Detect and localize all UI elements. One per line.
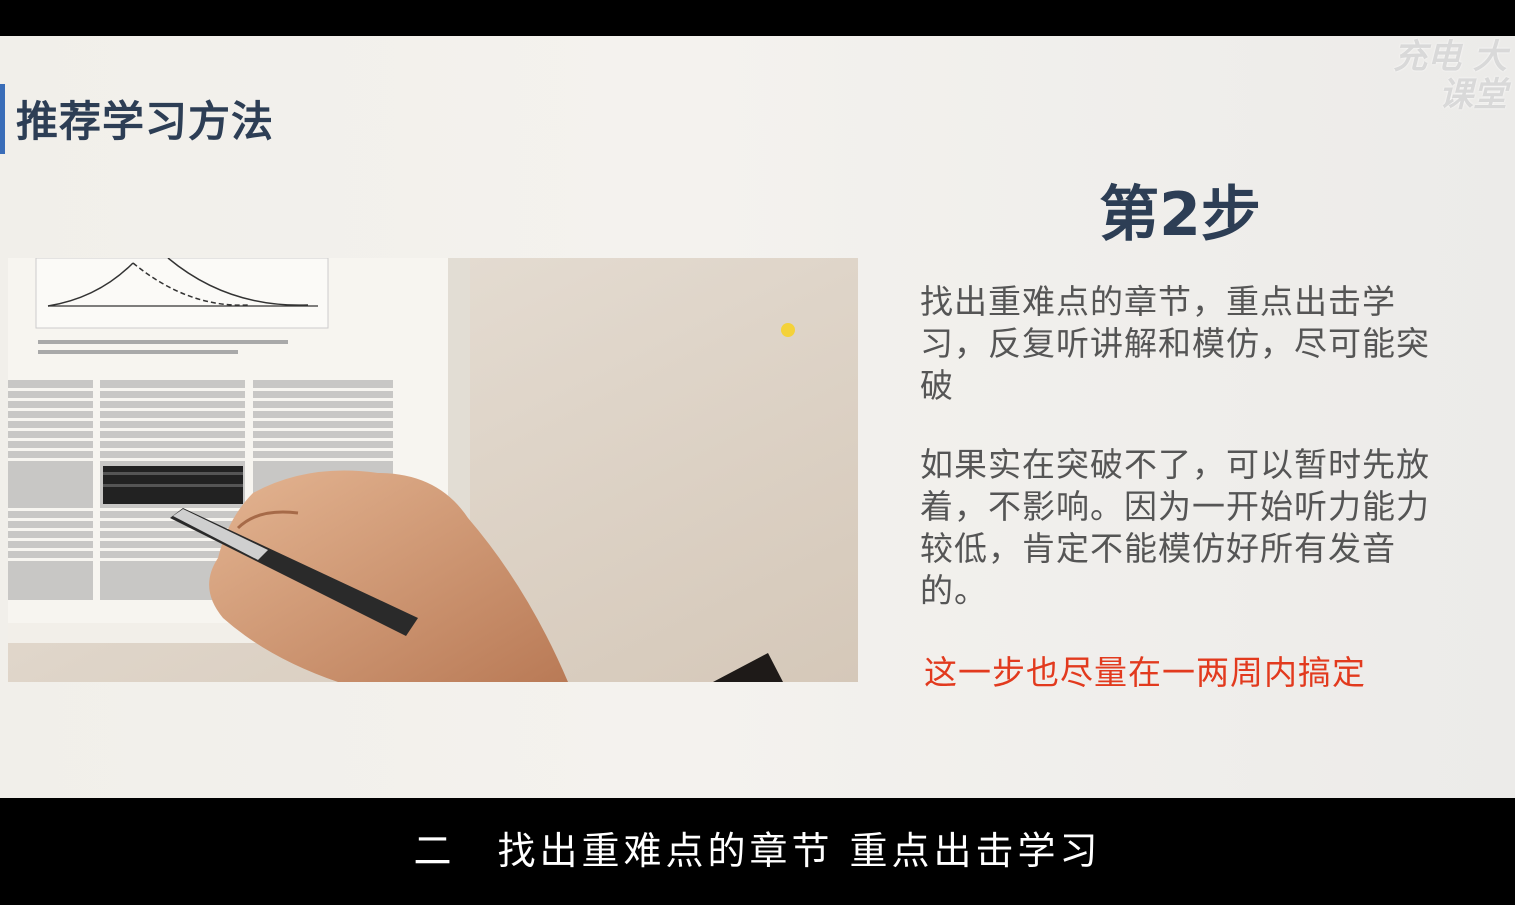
study-photo [8,258,858,682]
step-heading: 第2步 [1099,180,1261,250]
channel-watermark: 充电 大课堂 [1393,37,1507,115]
presentation-slide: 推荐学习方法 充电 大课堂 [0,36,1515,798]
step-description: 找出重难点的章节，重点出击学习，反复听讲解和模仿，尽可能突破 [920,282,1430,405]
video-top-letterbox [0,0,1515,36]
step-note: 如果实在突破不了，可以暂时先放着，不影响。因为一开始听力能力较低，肯定不能模仿好… [920,445,1430,610]
highlight-text: 这一步也尽量在一两周内搞定 [924,653,1366,692]
title-accent-bar [0,84,5,154]
subtitle-bar: 二 找出重难点的章节 重点出击学习 [0,798,1515,905]
hand-writing-with-pen-photo [8,258,858,682]
video-subtitle: 二 找出重难点的章节 重点出击学习 [413,829,1102,873]
slide-title: 推荐学习方法 [16,97,275,146]
